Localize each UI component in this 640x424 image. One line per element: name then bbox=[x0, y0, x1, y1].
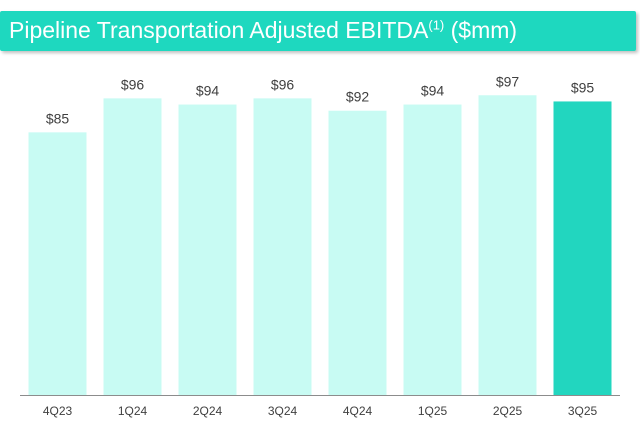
bar-4Q23 bbox=[28, 132, 87, 395]
bar-2Q25 bbox=[478, 95, 537, 396]
tick-label-1Q24: 1Q24 bbox=[118, 404, 148, 418]
bar-2Q24 bbox=[178, 104, 237, 395]
data-label-2Q24: $94 bbox=[196, 83, 220, 99]
data-label-3Q25: $95 bbox=[571, 79, 595, 95]
tick-label-4Q23: 4Q23 bbox=[43, 404, 73, 418]
bar-3Q25 bbox=[553, 101, 612, 395]
data-label-2Q25: $97 bbox=[496, 73, 520, 89]
tick-label-3Q25: 3Q25 bbox=[568, 404, 598, 418]
data-label-3Q24: $96 bbox=[271, 76, 295, 92]
tick-label-2Q25: 2Q25 bbox=[493, 404, 523, 418]
bar-1Q25 bbox=[403, 104, 462, 395]
bar-1Q24 bbox=[103, 98, 162, 396]
chart-title: Pipeline Transportation Adjusted EBITDA(… bbox=[9, 17, 517, 44]
chart-title-main: Pipeline Transportation Adjusted EBITDA bbox=[9, 17, 429, 43]
data-label-4Q23: $85 bbox=[46, 110, 70, 126]
data-label-1Q24: $96 bbox=[121, 76, 145, 92]
chart-title-superscript: (1) bbox=[428, 17, 445, 33]
bar-3Q24 bbox=[253, 98, 312, 396]
data-label-1Q25: $94 bbox=[421, 83, 445, 99]
chart-title-suffix: ($mm) bbox=[444, 17, 518, 43]
tick-label-2Q24: 2Q24 bbox=[193, 404, 223, 418]
data-label-4Q24: $92 bbox=[346, 89, 370, 105]
tick-label-4Q24: 4Q24 bbox=[343, 404, 373, 418]
title-bar: Pipeline Transportation Adjusted EBITDA(… bbox=[0, 11, 636, 51]
tick-label-1Q25: 1Q25 bbox=[418, 404, 448, 418]
tick-label-3Q24: 3Q24 bbox=[268, 404, 298, 418]
bar-4Q24 bbox=[328, 110, 387, 395]
